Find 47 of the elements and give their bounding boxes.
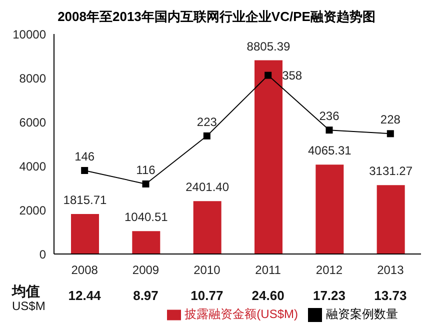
point (386, 130, 394, 138)
data-label: 223 (196, 114, 218, 129)
data-label: 1040.51 (124, 210, 168, 224)
y-tick-label: 0 (39, 247, 46, 262)
bar (132, 231, 160, 254)
text: 均值 (11, 283, 40, 299)
data-label: 4065.31 (308, 144, 352, 158)
point (142, 180, 150, 188)
data-label: 236 (319, 109, 340, 124)
point (326, 126, 333, 134)
data-label: 116 (136, 162, 156, 177)
y-tick-label: 10000 (12, 27, 46, 42)
chart-title: 2008年至2013年国内互联网行业企业VC/PE融资趋势图 (56, 8, 376, 26)
data-label: 358 (282, 68, 302, 82)
x-tick-label: 2009 (132, 263, 160, 277)
bar (316, 164, 344, 254)
x-tick-label: 2010 (194, 263, 221, 277)
y-tick-label: 2000 (19, 203, 46, 218)
text: US$M (12, 299, 46, 313)
data-label: 3131.27 (369, 164, 413, 178)
text: 13.73 (374, 288, 407, 303)
text: 12.44 (68, 288, 102, 303)
y-tick-label: 8000 (19, 71, 46, 86)
bar (376, 185, 405, 254)
data-label: 2401.40 (186, 180, 230, 194)
text: 24.60 (252, 288, 284, 303)
data-label: 8805.39 (246, 39, 291, 54)
bar (71, 214, 99, 254)
text: 8.97 (133, 288, 158, 303)
legend-label: 融资案例数量 (326, 307, 398, 321)
data-label: 1815.71 (63, 193, 108, 208)
bar (254, 60, 282, 254)
x-tick-label: 2011 (255, 263, 282, 277)
text: 17.23 (312, 288, 346, 303)
bar (193, 201, 222, 254)
text: 10.77 (190, 288, 224, 303)
x-tick-label: 2013 (377, 263, 404, 277)
legend-label: 披露融资金额(US$M) (184, 307, 298, 321)
data-label: 228 (380, 112, 401, 127)
point (203, 132, 210, 140)
point (81, 166, 88, 174)
point (264, 72, 272, 79)
data-label: 146 (74, 149, 95, 164)
x-tick-label: 2008 (71, 263, 98, 277)
y-tick-label: 4000 (19, 159, 46, 174)
x-tick-label: 2012 (316, 263, 343, 277)
y-tick-label: 6000 (19, 115, 46, 130)
